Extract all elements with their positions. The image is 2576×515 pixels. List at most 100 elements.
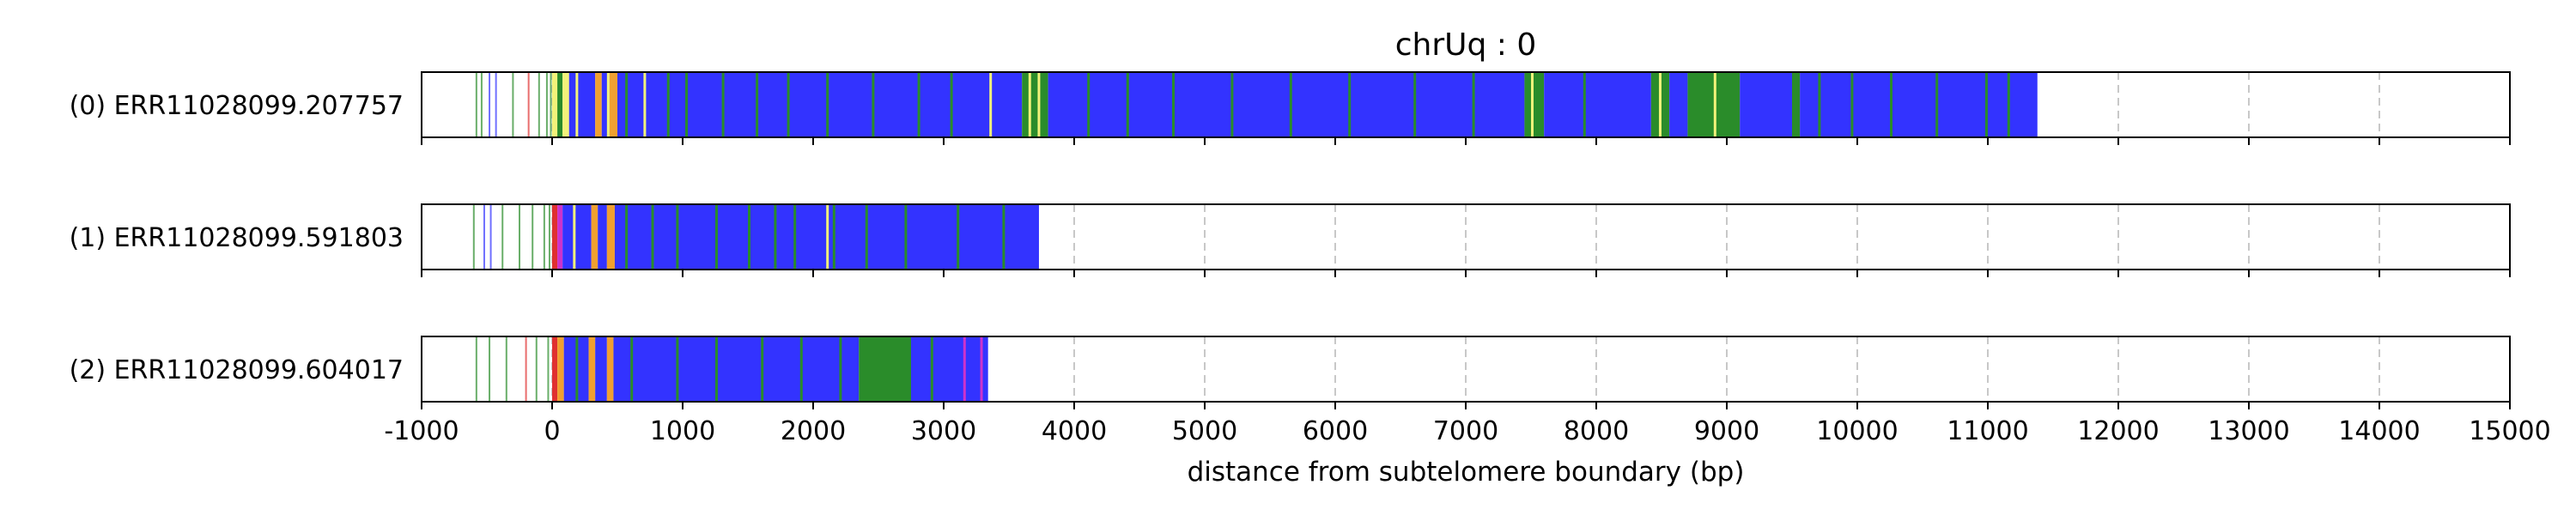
- x-tick-label: 1000: [650, 416, 715, 446]
- segment-mark: [930, 336, 933, 402]
- x-tick-label: 8000: [1564, 416, 1629, 446]
- segment-mark: [625, 72, 629, 137]
- x-tick-label: 10000: [1816, 416, 1898, 446]
- segment-mark: [774, 204, 777, 270]
- segment-bar: [598, 204, 607, 270]
- segment-mark: [787, 72, 790, 137]
- segment-mark: [1028, 72, 1031, 137]
- segment-mark: [676, 336, 679, 402]
- x-tick-label: 0: [544, 416, 560, 446]
- segment-bar: [1048, 72, 1525, 137]
- segment-mark: [1984, 72, 1988, 137]
- segment-mark: [643, 72, 647, 137]
- segment-mark: [793, 204, 797, 270]
- segment-mark: [748, 204, 750, 270]
- segment-mark: [625, 204, 629, 270]
- segment-mark: [963, 336, 966, 402]
- segment-bar: [557, 72, 563, 137]
- segment-bar: [1740, 72, 1792, 137]
- segment-bar: [552, 204, 558, 270]
- segment-bar: [606, 336, 614, 402]
- segment-mark: [799, 336, 803, 402]
- x-tick-label: 3000: [911, 416, 976, 446]
- segment-mark: [1126, 72, 1129, 137]
- segment-mark: [950, 72, 953, 137]
- segment-bar: [1524, 72, 1545, 137]
- read-panel-0: (0) ERR11028099.207757: [70, 71, 2511, 145]
- segment-mark: [676, 204, 679, 270]
- segment-mark: [980, 336, 983, 402]
- segment-bar: [562, 72, 569, 137]
- segment-bar: [591, 204, 598, 270]
- x-tick-label: 11000: [1947, 416, 2028, 446]
- segment-mark: [2007, 72, 2010, 137]
- segment-bar: [595, 72, 602, 137]
- segment-mark: [606, 72, 610, 137]
- segment-mark: [1531, 72, 1534, 137]
- x-tick-label: 14000: [2338, 416, 2420, 446]
- segment-mark: [1713, 72, 1716, 137]
- segment-bar: [557, 204, 563, 270]
- segment-bar: [1544, 72, 1651, 137]
- segment-bar: [606, 204, 615, 270]
- segment-bar: [552, 72, 558, 137]
- segment-mark: [1289, 72, 1292, 137]
- segment-bar: [617, 72, 1023, 137]
- read-label: (1) ERR11028099.591803: [70, 223, 404, 253]
- x-tick-label: 4000: [1042, 416, 1107, 446]
- segment-mark: [575, 72, 579, 137]
- x-axis: -1000 0 1000 2000 3000 4000 5000 6000 7000 8000 90…: [384, 416, 2550, 446]
- segment-mark: [1850, 72, 1854, 137]
- segment-bar: [1022, 72, 1048, 137]
- segment-mark: [575, 336, 579, 402]
- segment-mark: [721, 72, 725, 137]
- segment-mark: [1658, 72, 1662, 137]
- segment-mark: [630, 336, 634, 402]
- segment-mark: [651, 204, 654, 270]
- segment-bar: [557, 336, 564, 402]
- read-label: (0) ERR11028099.207757: [70, 91, 404, 121]
- segment-mark: [826, 204, 829, 270]
- segment-mark: [685, 72, 689, 137]
- segment-mark: [715, 204, 718, 270]
- x-tick-label: 12000: [2077, 416, 2159, 446]
- segment-mark: [715, 336, 718, 402]
- segment-bar: [562, 204, 592, 270]
- segment-mark: [1002, 204, 1005, 270]
- segment-mark: [761, 336, 764, 402]
- segment-bar: [568, 72, 596, 137]
- segment-bar: [1669, 72, 1688, 137]
- x-tick-label: 15000: [2469, 416, 2550, 446]
- segment-mark: [826, 72, 829, 137]
- segment-mark: [872, 72, 875, 137]
- x-tick-label: 7000: [1433, 416, 1498, 446]
- segment-bar: [1792, 72, 1801, 137]
- segment-mark: [904, 204, 908, 270]
- segment-mark: [1172, 72, 1175, 137]
- x-tick-label: 5000: [1172, 416, 1237, 446]
- read-panels: (0) ERR11028099.207757 (1) ERR11028099.59…: [70, 71, 2511, 409]
- segment-bar: [613, 336, 860, 402]
- segment-mark: [1087, 72, 1091, 137]
- x-tick-label: 9000: [1694, 416, 1759, 446]
- x-tick-label: 2000: [781, 416, 846, 446]
- segment-mark: [1230, 72, 1234, 137]
- segment-mark: [573, 204, 576, 270]
- segment-mark: [917, 72, 920, 137]
- x-tick-label: -1000: [384, 416, 459, 446]
- segment-mark: [1037, 72, 1041, 137]
- segment-bar: [911, 336, 988, 402]
- read-label: (2) ERR11028099.604017: [70, 355, 404, 385]
- read-panel-2: (2) ERR11028099.604017: [70, 336, 2511, 409]
- segment-bar: [609, 72, 617, 137]
- segment-mark: [1413, 72, 1417, 137]
- segment-mark: [756, 72, 759, 137]
- segment-mark: [1348, 72, 1352, 137]
- segment-mark: [865, 204, 868, 270]
- segment-mark: [1890, 72, 1893, 137]
- x-tick-label: 6000: [1303, 416, 1368, 446]
- segment-mark: [989, 72, 993, 137]
- segment-bar: [552, 336, 558, 402]
- segment-bar: [859, 336, 911, 402]
